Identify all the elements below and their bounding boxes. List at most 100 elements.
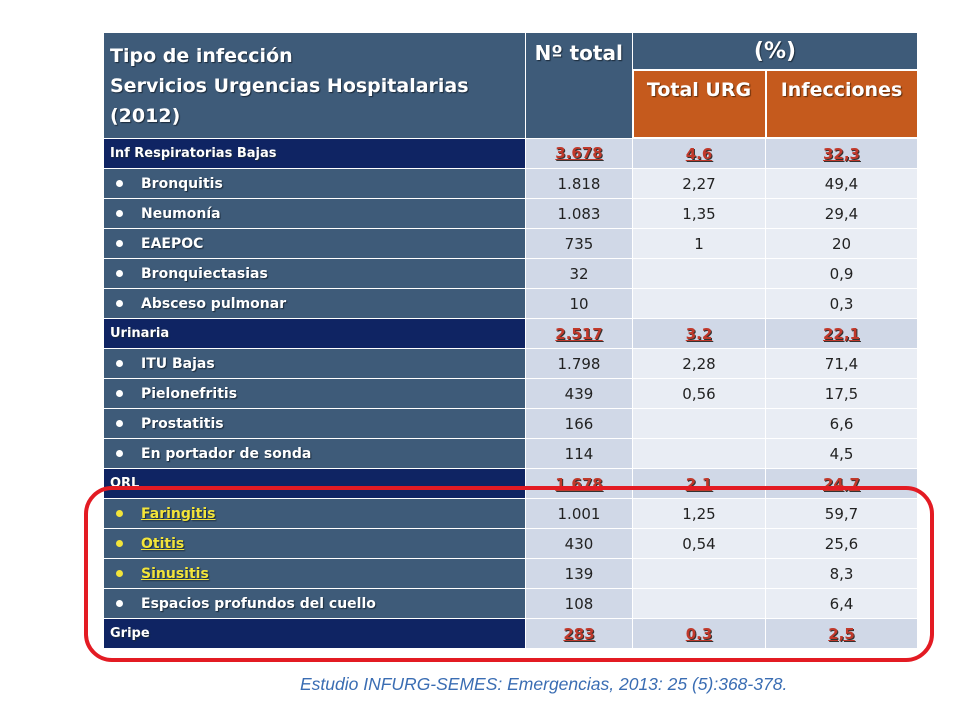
cell-urg: 2,27 [632, 168, 766, 199]
cell-urg [632, 588, 766, 619]
cell-urg: 0,54 [632, 528, 766, 559]
cell-inf: 25,6 [765, 528, 918, 559]
cell-n: 10 [525, 288, 633, 319]
bullet-icon [116, 269, 123, 277]
cell-inf: 32,3 [765, 137, 918, 169]
title-line-1: Tipo de infección [110, 45, 293, 67]
bullet-icon [116, 569, 123, 577]
table-row: Gripe 283 0.3 2,5 [103, 618, 918, 649]
bullet-icon [116, 299, 123, 307]
cell-urg: 0,56 [632, 378, 766, 409]
table-row: Bronquiectasias 32 0,9 [103, 258, 918, 289]
cell-urg: 4.6 [632, 137, 766, 169]
bullet-icon [116, 239, 123, 247]
row-label-text: Faringitis [141, 505, 216, 522]
row-label: Otitis [103, 528, 526, 559]
title-line-3: (2012) [110, 105, 181, 127]
table-row: Bronquitis 1.818 2,27 49,4 [103, 168, 918, 199]
bullet-icon [116, 449, 123, 457]
cell-inf: 0,9 [765, 258, 918, 289]
cell-inf: 6,6 [765, 408, 918, 439]
bullet-icon [116, 509, 123, 517]
cell-inf: 2,5 [765, 618, 918, 649]
row-label-text: ITU Bajas [141, 355, 215, 372]
row-label-text: Absceso pulmonar [141, 295, 287, 312]
table-row: Pielonefritis 439 0,56 17,5 [103, 378, 918, 409]
cell-n: 2.517 [525, 318, 633, 349]
table-row: Otitis 430 0,54 25,6 [103, 528, 918, 559]
table-row: Sinusitis 139 8,3 [103, 558, 918, 589]
row-label: En portador de sonda [103, 438, 526, 469]
bullet-icon [116, 419, 123, 427]
bullet-icon [116, 389, 123, 397]
bullet-icon [116, 209, 123, 217]
table-row: ORL 1.678 2.1 24,7 [103, 468, 918, 499]
table-row: Absceso pulmonar 10 0,3 [103, 288, 918, 319]
row-label: Gripe [103, 618, 526, 649]
cell-urg: 2.1 [632, 468, 766, 499]
cell-n: 1.001 [525, 498, 633, 529]
cell-urg [632, 258, 766, 289]
row-label-text: Bronquiectasias [141, 265, 268, 282]
row-label-text: Otitis [141, 535, 185, 552]
bullet-icon [116, 599, 123, 607]
row-label-text: ORL [110, 476, 140, 491]
bullet-icon [116, 359, 123, 367]
cell-n: 1.678 [525, 468, 633, 499]
cell-urg: 2,28 [632, 348, 766, 379]
row-label: Urinaria [103, 318, 526, 349]
infection-table: Tipo de infección Servicios Urgencias Ho… [103, 32, 919, 649]
row-label-text: Sinusitis [141, 565, 209, 582]
citation: Estudio INFURG-SEMES: Emergencias, 2013:… [300, 674, 788, 694]
table-row: Faringitis 1.001 1,25 59,7 [103, 498, 918, 529]
cell-urg: 1,25 [632, 498, 766, 529]
row-label-text: Pielonefritis [141, 385, 238, 402]
cell-inf: 22,1 [765, 318, 918, 349]
n-total-header: Nº total [525, 32, 633, 139]
row-label: Sinusitis [103, 558, 526, 589]
table-body: Inf Respiratorias Bajas 3.678 4.6 32,3 Bronq… [103, 137, 918, 649]
table-title-header: Tipo de infección Servicios Urgencias Ho… [103, 32, 526, 139]
row-label: ORL [103, 468, 526, 499]
cell-inf: 49,4 [765, 168, 918, 199]
row-label: Absceso pulmonar [103, 288, 526, 319]
cell-n: 430 [525, 528, 633, 559]
row-label-text: Neumonía [141, 205, 221, 222]
row-label: Inf Respiratorias Bajas [103, 137, 526, 169]
table-row: Neumonía 1.083 1,35 29,4 [103, 198, 918, 229]
row-label: Espacios profundos del cuello [103, 588, 526, 619]
cell-inf: 71,4 [765, 348, 918, 379]
table-row: En portador de sonda 114 4,5 [103, 438, 918, 469]
row-label-text: Prostatitis [141, 415, 224, 432]
cell-n: 1.818 [525, 168, 633, 199]
cell-n: 3.678 [525, 137, 633, 169]
cell-n: 32 [525, 258, 633, 289]
title-line-2: Servicios Urgencias Hospitalarias [110, 75, 469, 97]
row-label: ITU Bajas [103, 348, 526, 379]
cell-n: 1.798 [525, 348, 633, 379]
cell-inf: 6,4 [765, 588, 918, 619]
cell-inf: 8,3 [765, 558, 918, 589]
cell-inf: 4,5 [765, 438, 918, 469]
table-row: ITU Bajas 1.798 2,28 71,4 [103, 348, 918, 379]
table-row: EAEPOC 735 1 20 [103, 228, 918, 259]
cell-urg [632, 288, 766, 319]
row-label-text: Gripe [110, 626, 150, 641]
row-label: Prostatitis [103, 408, 526, 439]
row-label-text: EAEPOC [141, 235, 204, 252]
row-label: Faringitis [103, 498, 526, 529]
cell-n: 166 [525, 408, 633, 439]
cell-n: 735 [525, 228, 633, 259]
infecciones-header: Infecciones [764, 69, 919, 139]
cell-urg: 1,35 [632, 198, 766, 229]
cell-urg: 3.2 [632, 318, 766, 349]
row-label-text: Bronquitis [141, 175, 223, 192]
cell-n: 108 [525, 588, 633, 619]
bullet-icon [116, 539, 123, 547]
row-label: Neumonía [103, 198, 526, 229]
table-row: Espacios profundos del cuello 108 6,4 [103, 588, 918, 619]
cell-urg: 1 [632, 228, 766, 259]
row-label: Bronquitis [103, 168, 526, 199]
cell-inf: 17,5 [765, 378, 918, 409]
row-label-text: Inf Respiratorias Bajas [110, 145, 277, 161]
